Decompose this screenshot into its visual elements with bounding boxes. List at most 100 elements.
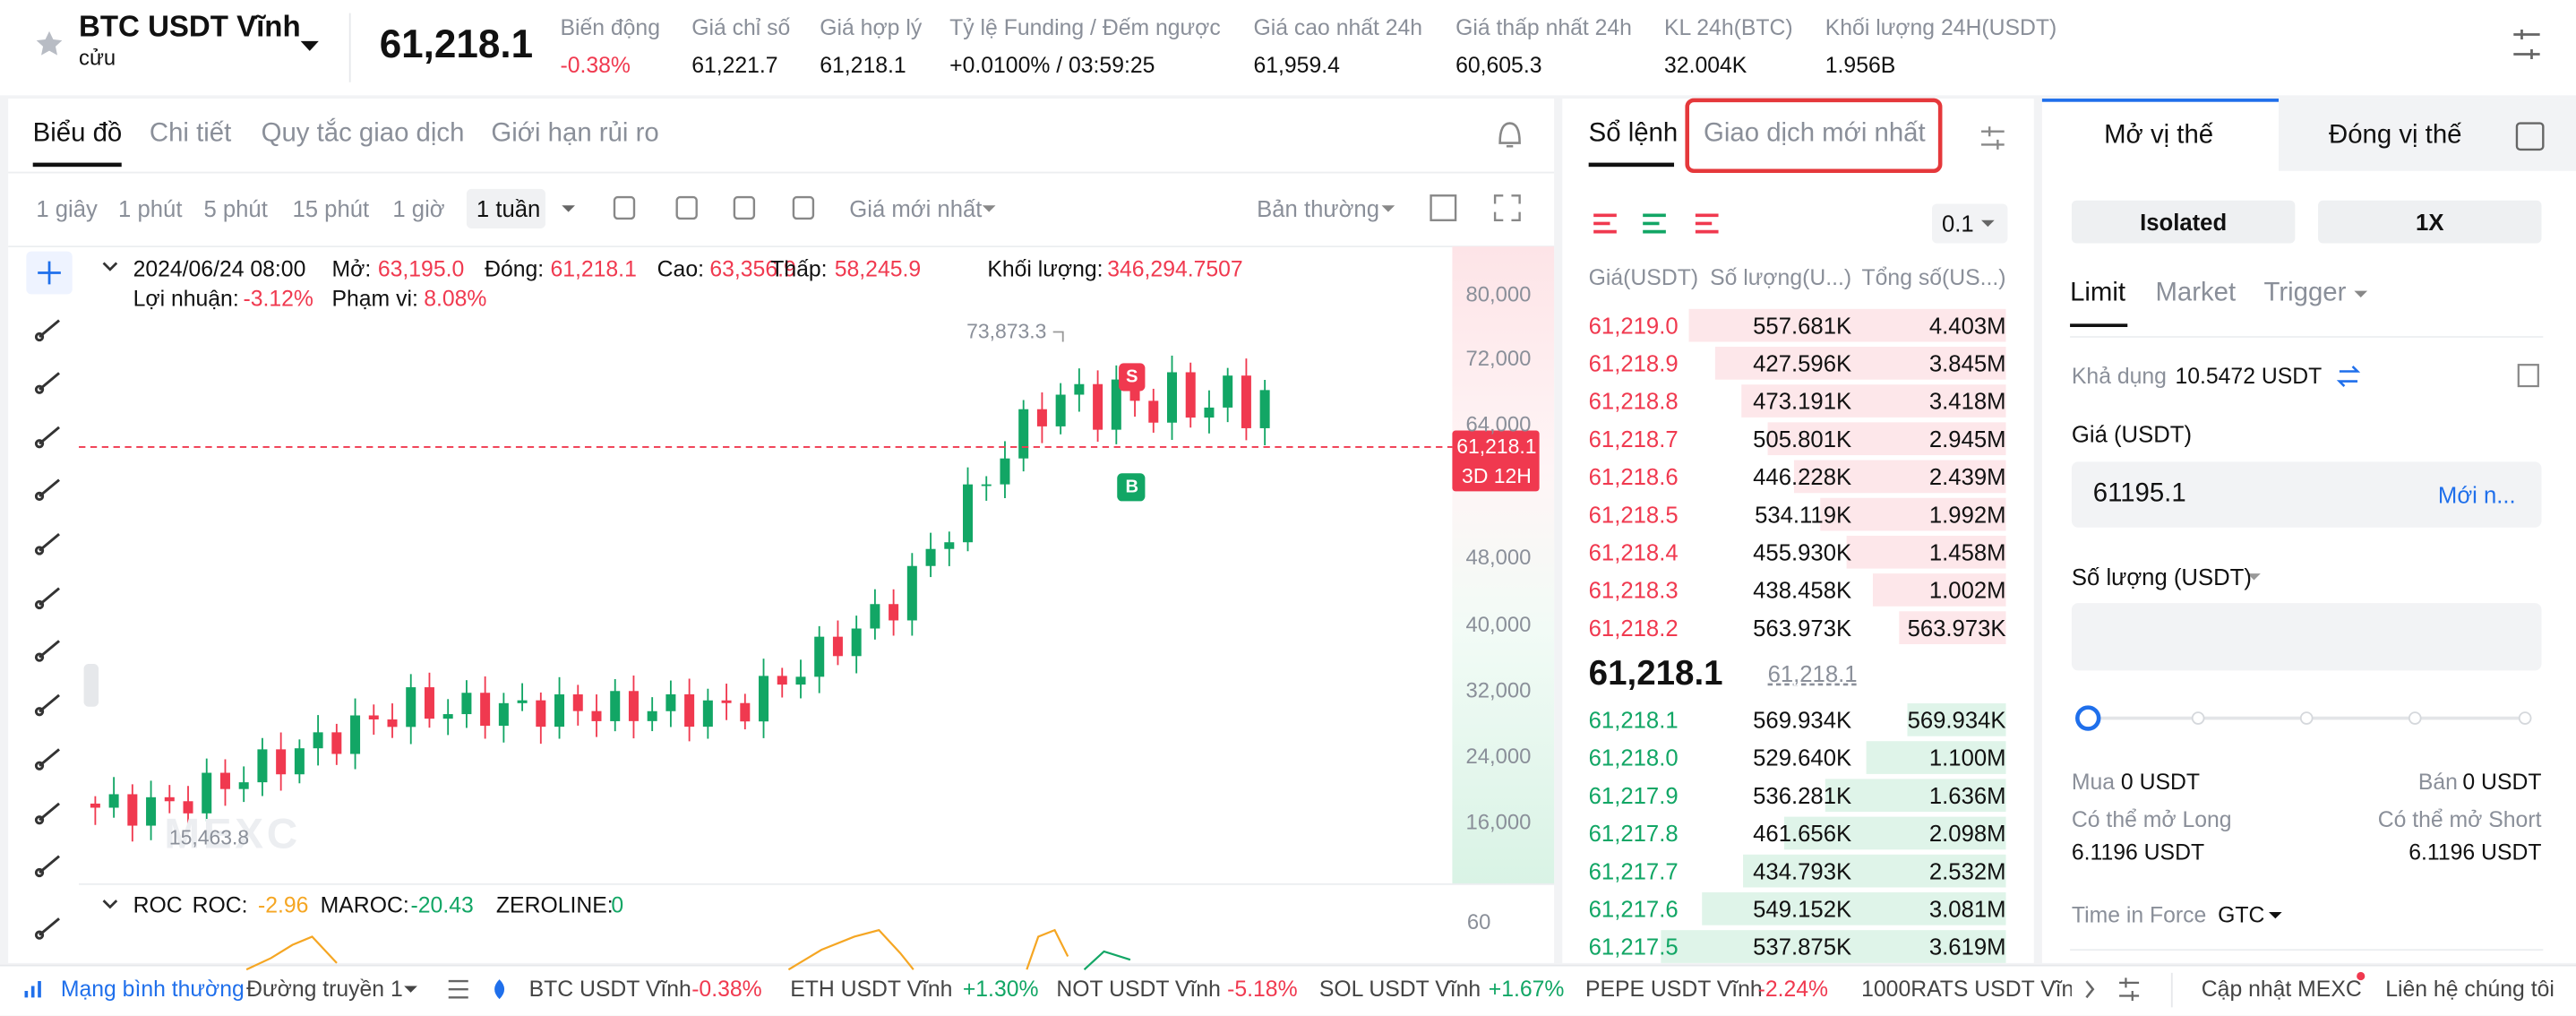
bid-total: 2.098M [1928, 820, 2006, 847]
ticker-name[interactable]: 1000RATS USDT Vĩnh [1861, 977, 2072, 1001]
ohlc-label: Mở: [331, 256, 372, 282]
indicator-value: -20.43 [410, 892, 474, 917]
ohlc-value: 58,245.9 [834, 256, 922, 282]
interval-button[interactable]: 1 tuần [476, 195, 541, 222]
bid-total: 3.081M [1928, 895, 2006, 922]
bid-price: 61,218.1 [1588, 706, 1679, 734]
interval-button[interactable]: 1 giây [36, 195, 98, 222]
ask-price: 61,218.6 [1588, 463, 1679, 490]
chart-tab[interactable]: Chi tiết [149, 119, 232, 149]
price-source-select[interactable]: Giá mới nhất [849, 195, 983, 222]
indicator-label: ROC: [192, 892, 248, 917]
step-select[interactable] [1931, 203, 2008, 244]
ticker-change: -5.18% [1227, 976, 1298, 1002]
stat-label: Tỷ lệ Funding / Đếm ngược [949, 14, 1221, 40]
ticker-name[interactable]: ETH USDT Vĩnh [790, 976, 953, 1002]
stat-label: Giá cao nhất 24h [1253, 14, 1423, 40]
short-value: 6.1196 USDT [2409, 839, 2542, 865]
footer-bar [0, 964, 2576, 1016]
ask-total: 1.002M [1928, 576, 2006, 604]
contact-link[interactable]: Liên hệ chúng tôi [2385, 976, 2555, 1002]
price-axis-label: 40,000 [1465, 612, 1532, 637]
ticker-name[interactable]: PEPE USDT Vĩnh [1584, 976, 1763, 1002]
ticker-change: +1.67% [1488, 976, 1565, 1002]
close-position-tab[interactable]: Đóng vị thế [2329, 121, 2462, 150]
chart-tab[interactable]: Giới hạn rủi ro [491, 119, 659, 149]
column-header: Giá(USDT) [1588, 264, 1699, 290]
ask-quantity: 563.973K [1753, 614, 1852, 641]
stat-value: 61,221.7 [691, 53, 778, 78]
network-status: Mạng bình thường [60, 976, 245, 1002]
ticker-name[interactable]: BTC USDT Vĩnh [528, 976, 691, 1002]
bid-quantity: 434.793K [1753, 857, 1852, 884]
stat-value: 32.004K [1664, 53, 1747, 78]
column-header: Tổng số(US...) [1861, 264, 2006, 290]
bid-quantity: 537.875K [1753, 933, 1852, 960]
bid-quantity: 529.640K [1753, 744, 1852, 771]
stat-value: +0.0100% / 03:59:25 [949, 53, 1155, 78]
ohlc-label: Khối lượng: [987, 256, 1103, 282]
ticker-change: +1.30% [962, 976, 1039, 1002]
latest-trades-tab[interactable]: Giao dịch mới nhất [1704, 119, 1926, 149]
ohlc-value: 61,218.1 [550, 256, 637, 282]
ticker-name[interactable]: NOT USDT Vĩnh [1056, 976, 1221, 1002]
buy-value: 0 USDT [2120, 769, 2200, 795]
ask-quantity: 427.596K [1753, 349, 1852, 377]
tif-label: Time in Force [2071, 902, 2207, 927]
mid-price: 61,218.1 [1588, 654, 1723, 693]
ask-quantity: 505.801K [1753, 426, 1852, 452]
ohlc-stat-value: 8.08% [424, 286, 487, 312]
bid-total: 1.636M [1928, 782, 2006, 809]
chart-tab[interactable]: Quy tắc giao dịch [261, 119, 465, 149]
interval-button[interactable]: 5 phút [203, 195, 268, 222]
ohlc-stat-value: -3.12% [243, 286, 313, 312]
connection-line[interactable]: Đường truyền 1 [246, 976, 403, 1002]
indicator-label: MAROC: [320, 892, 409, 917]
ask-price: 61,218.2 [1588, 614, 1679, 641]
tif-value[interactable]: GTC [2218, 902, 2265, 927]
price-axis-label: 72,000 [1465, 346, 1532, 371]
chart-panel [8, 99, 1555, 963]
margin-mode-button[interactable] [2071, 200, 2296, 244]
order-type-tab[interactable]: Limit [2070, 279, 2126, 307]
ask-total: 563.973K [1907, 614, 2006, 641]
ask-total: 2.945M [1928, 426, 2006, 452]
ohlc-stat-label: Phạm vi: [331, 286, 418, 312]
ask-quantity: 438.458K [1753, 576, 1852, 604]
buy-label: Mua [2071, 769, 2116, 795]
order-type-tab[interactable]: Trigger [2263, 279, 2347, 307]
ask-price: 61,219.0 [1588, 312, 1679, 339]
bid-total: 1.100M [1928, 744, 2006, 771]
sell-label: Bán [2417, 769, 2458, 795]
order-type-tab[interactable]: Market [2155, 279, 2237, 307]
price-input[interactable] [2071, 461, 2542, 528]
order-book-tab[interactable]: Sổ lệnh [1588, 119, 1679, 149]
interval-button[interactable]: 15 phút [292, 195, 370, 222]
ticker-name[interactable]: SOL USDT Vĩnh [1318, 976, 1481, 1002]
quantity-input[interactable] [2071, 603, 2542, 671]
open-position-tab[interactable]: Mở vị thế [2104, 121, 2214, 150]
ticker-change: -2.24% [1757, 976, 1829, 1002]
stat-value: 61,218.1 [820, 53, 906, 78]
bid-price: 61,217.9 [1588, 782, 1679, 809]
update-link[interactable]: Cập nhật MEXC [2201, 976, 2362, 1002]
ask-quantity: 473.191K [1753, 387, 1852, 415]
interval-button[interactable]: 1 phút [118, 195, 183, 222]
available-label: Khả dụng [2071, 363, 2167, 389]
leverage-button[interactable] [2318, 200, 2542, 244]
interval-button[interactable]: 1 giờ [392, 195, 445, 222]
indicator-axis-label: 60 [1466, 909, 1491, 934]
ask-quantity: 455.930K [1753, 538, 1852, 565]
chart-tab[interactable]: Biểu đồ [32, 119, 123, 149]
ohlc-label: Đóng: [485, 256, 545, 282]
ohlc-stat-label: Lợi nhuận: [133, 286, 239, 312]
bid-total: 569.934K [1907, 706, 2006, 734]
view-mode-select[interactable]: Bản thường [1257, 195, 1379, 222]
price-hint[interactable]: Mới n... [2437, 481, 2516, 508]
bid-total: 3.619M [1928, 933, 2006, 960]
ask-price: 61,218.4 [1588, 538, 1679, 565]
bid-price: 61,217.5 [1588, 933, 1679, 960]
symbol-name[interactable]: BTC USDT Vĩnh [79, 10, 301, 43]
interval-active-bg [466, 188, 545, 228]
